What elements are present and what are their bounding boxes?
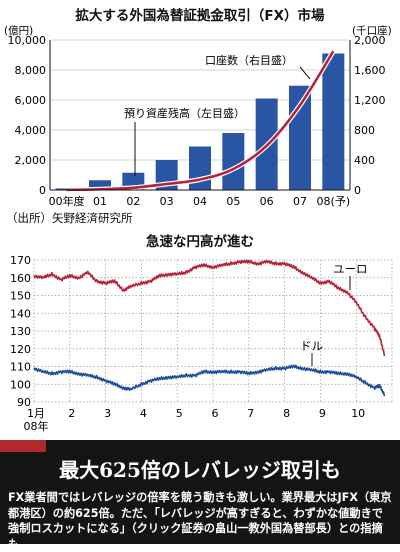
x-tick-label: 05 — [226, 195, 240, 208]
footer-headline: 最大625倍のレバレッジ取引も — [59, 458, 341, 482]
accounts-line — [66, 50, 335, 192]
y-tick-label: 110 — [10, 361, 31, 374]
chart1-tick-labels: 0 2,000 4,000 6,000 8,000 10,000 0 400 800 1,200 1… — [8, 34, 386, 208]
annotation-deposits: 預り資産残高（左目盛） — [124, 106, 245, 176]
chart1-line — [66, 49, 336, 193]
chart1-axes — [49, 40, 351, 191]
right-tick-label: 800 — [354, 124, 375, 137]
x-tick-label: 9 — [319, 407, 326, 420]
y-tick-label: 170 — [10, 254, 31, 267]
x-tick-label: 01 — [93, 195, 107, 208]
right-tick-label: 1,200 — [354, 94, 386, 107]
footer-panel: 最大625倍のレバレッジ取引も FX業者間ではレバレッジの倍率を競う動きも激しい… — [0, 440, 400, 551]
x-tick-label: 6 — [212, 407, 219, 420]
bar — [189, 146, 211, 190]
series-line — [33, 259, 386, 357]
series-line — [33, 364, 386, 397]
y-tick-label: 150 — [10, 290, 31, 303]
right-axis-unit: (千口座) — [352, 24, 392, 37]
series-label-euro: ユーロ — [333, 262, 368, 290]
chart1-title: 拡大する外国為替証拠金取引（FX）市場 — [75, 8, 325, 24]
chart2-gridlines — [33, 259, 393, 403]
source-note: （出所）矢野経済研究所 — [6, 211, 133, 225]
series-label-dollar: ドル — [300, 339, 323, 366]
x-tick-label: 02 — [126, 195, 140, 208]
label-euro: ユーロ — [333, 262, 368, 276]
footer-accent-bar — [0, 440, 46, 452]
y-tick-label: 90 — [17, 396, 31, 409]
x-tick-label: 03 — [160, 195, 174, 208]
x-tick-label: 3 — [104, 407, 111, 420]
x-tick-label: 00年度 — [49, 194, 85, 208]
y-tick-label: 140 — [10, 307, 31, 320]
right-tick-label: 400 — [354, 154, 375, 167]
left-axis-unit: (億円) — [4, 24, 33, 37]
left-tick-label: 10,000 — [8, 34, 47, 47]
chart1-bars — [55, 53, 345, 190]
bar — [222, 133, 245, 190]
left-tick-label: 6,000 — [15, 94, 47, 107]
label-deposits: 預り資産残高（左目盛） — [124, 106, 245, 120]
left-tick-label: 2,000 — [15, 154, 47, 167]
bar — [322, 53, 345, 190]
x-tick-label: 1月 — [27, 407, 45, 420]
right-tick-label: 1,600 — [354, 64, 386, 77]
y-tick-label: 160 — [10, 272, 31, 285]
fx-market-chart: 0 2,000 4,000 6,000 8,000 10,000 0 400 800 1,200 1… — [4, 24, 392, 208]
x-tick-label: 08年 — [24, 419, 49, 433]
x-tick-label: 10 — [351, 407, 365, 420]
x-tick-label: 04 — [193, 195, 207, 208]
chart2-lines — [33, 259, 386, 397]
x-tick-label: 4 — [140, 407, 147, 420]
x-tick-label: 2 — [68, 407, 75, 420]
left-tick-label: 4,000 — [15, 124, 47, 137]
bar — [89, 180, 111, 190]
y-tick-label: 120 — [10, 343, 31, 356]
x-tick-label: 08(予) — [317, 195, 351, 208]
x-tick-label: 07 — [293, 195, 307, 208]
x-tick-label: 06 — [260, 195, 274, 208]
chart2-title: 急速な円高が進む — [146, 234, 254, 250]
x-tick-label: 7 — [247, 407, 254, 420]
x-tick-label: 8 — [283, 407, 290, 420]
label-accounts: 口座数（右目盛） — [205, 53, 293, 67]
annotation-accounts: 口座数（右目盛） — [205, 53, 311, 80]
left-tick-label: 8,000 — [15, 64, 47, 77]
y-tick-label: 130 — [10, 325, 31, 338]
label-dollar: ドル — [300, 339, 323, 353]
x-tick-label: 5 — [176, 407, 183, 420]
right-tick-label: 0 — [354, 184, 361, 197]
footer-body: FX業者間ではレバレッジの倍率を競う動きも激しい。業界最大はJFX（東京都港区）… — [8, 491, 392, 551]
y-tick-label: 100 — [10, 378, 31, 391]
right-tick-label: 2,000 — [354, 34, 386, 47]
left-tick-label: 0 — [39, 184, 46, 197]
